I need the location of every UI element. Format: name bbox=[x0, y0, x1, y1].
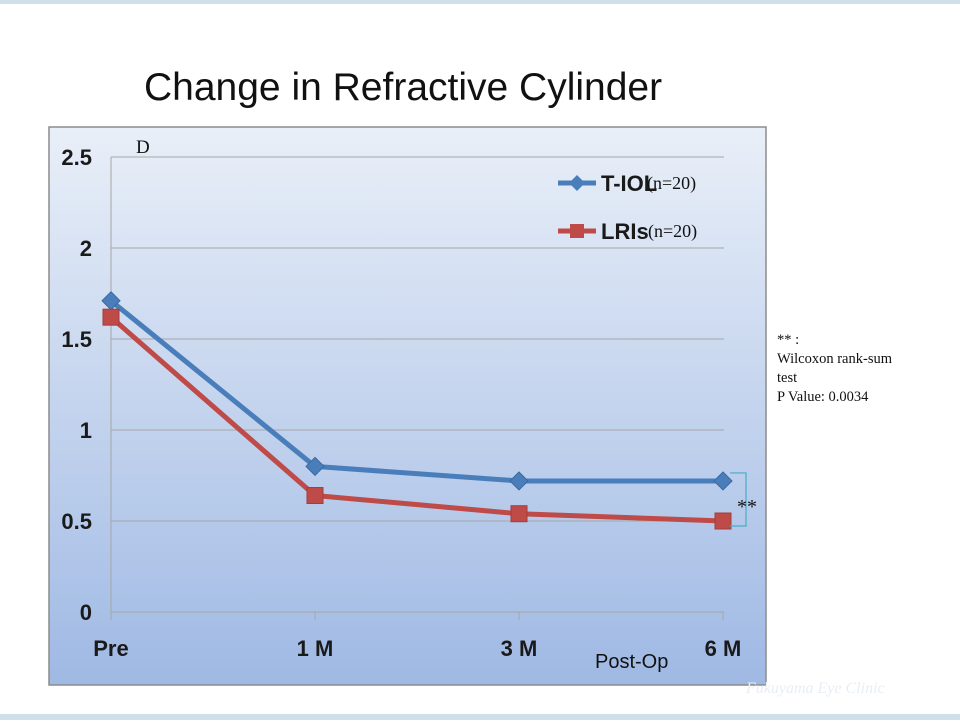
data-point-t-iol bbox=[509, 471, 529, 491]
legend-n-t-iol: (n=20) bbox=[647, 173, 696, 194]
note-line-2: Wilcoxon rank-sum bbox=[777, 351, 892, 367]
data-point-lris bbox=[306, 487, 324, 505]
statistics-note: ** : Wilcoxon rank-sum test P Value: 0.0… bbox=[777, 331, 947, 407]
significance-bracket bbox=[730, 472, 747, 527]
x-tick-label: 3 M bbox=[501, 636, 538, 661]
x-tick-label: Pre bbox=[93, 636, 128, 661]
y-tick-label: 2.5 bbox=[61, 145, 92, 170]
note-line-1: ** : bbox=[777, 332, 800, 348]
data-point-lris bbox=[714, 512, 732, 530]
legend-label-t-iol: T-IOL bbox=[601, 171, 657, 196]
x-tick-label: 1 M bbox=[297, 636, 334, 661]
note-line-3: test bbox=[777, 370, 798, 386]
legend-n-lris: (n=20) bbox=[648, 221, 697, 242]
chart-panel bbox=[48, 126, 767, 686]
slide-title: Change in Refractive Cylinder bbox=[144, 66, 663, 109]
top-rule bbox=[0, 0, 960, 4]
y-tick-label: 0 bbox=[80, 600, 92, 625]
x-tick-label: 6 M bbox=[705, 636, 742, 661]
legend-marker-t-iol bbox=[569, 175, 585, 191]
y-tick-label: 2 bbox=[80, 236, 92, 261]
significance-label: ** bbox=[737, 496, 757, 518]
y-tick-label: 1 bbox=[80, 418, 92, 443]
y-tick-label: 1.5 bbox=[61, 327, 92, 352]
data-point-lris bbox=[102, 308, 120, 326]
data-point-t-iol bbox=[713, 471, 733, 491]
series-line-lris bbox=[109, 315, 724, 524]
legend-marker-lris bbox=[570, 224, 584, 238]
series-line-t-iol bbox=[109, 298, 723, 484]
y-axis-title: D bbox=[136, 137, 150, 158]
note-line-4: P Value: 0.0034 bbox=[777, 389, 869, 405]
data-point-t-iol bbox=[305, 456, 325, 477]
x-axis-title: Post-Op bbox=[595, 651, 668, 673]
bottom-rule bbox=[0, 714, 960, 720]
watermark: Fukuyama Eye Clinic bbox=[746, 680, 885, 697]
data-point-lris bbox=[510, 505, 528, 523]
y-tick-label: 0.5 bbox=[61, 509, 92, 534]
legend-label-lris: LRIs bbox=[601, 219, 649, 244]
